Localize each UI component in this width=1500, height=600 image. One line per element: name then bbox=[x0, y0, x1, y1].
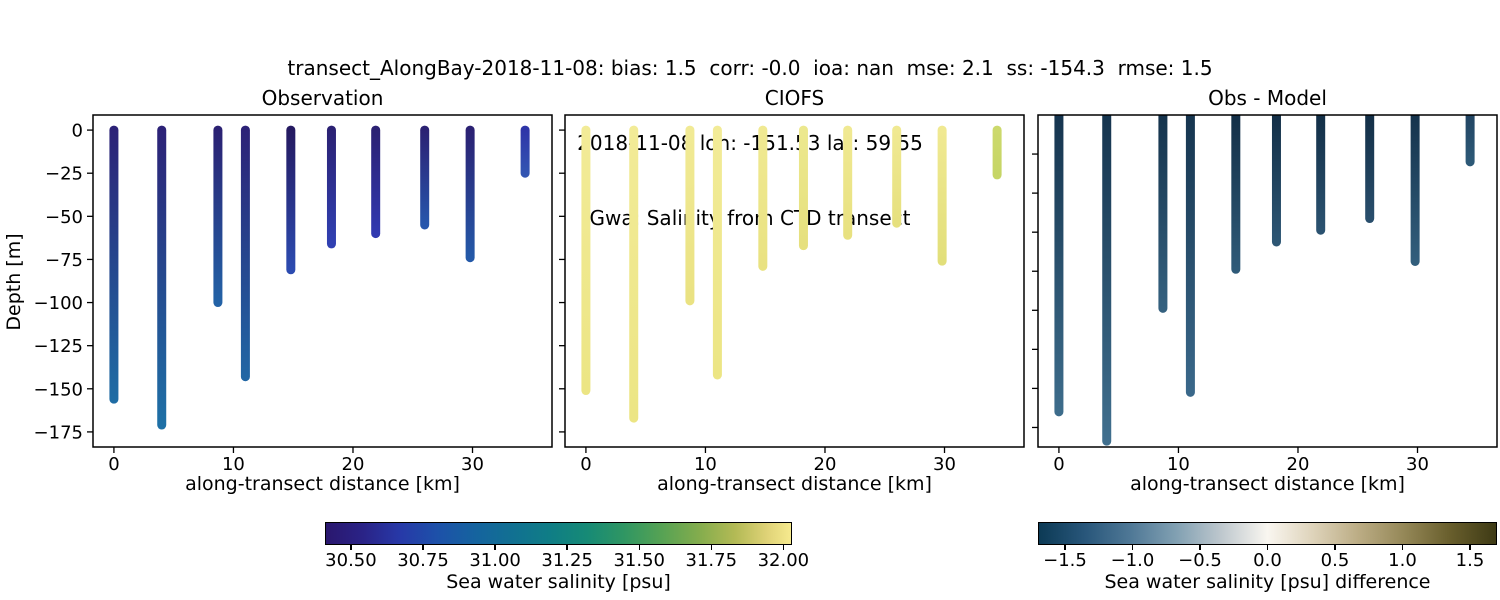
y-tick-label: −125 bbox=[34, 336, 83, 357]
y-tick-label: −50 bbox=[45, 207, 83, 228]
colorbar-tick-label: 31.00 bbox=[469, 550, 521, 571]
axes-ciofs: 0 10 20 30 bbox=[559, 114, 1025, 475]
colorbar-tick bbox=[566, 545, 568, 550]
colorbar-tick bbox=[1401, 545, 1404, 550]
colorbar-tick bbox=[782, 545, 784, 550]
salinity-colorbar bbox=[325, 522, 792, 545]
axes-spines bbox=[1037, 114, 1498, 448]
colorbar-tick bbox=[350, 545, 352, 550]
x-axis-label-ciofs: along-transect distance [km] bbox=[657, 473, 932, 495]
colorbar-tick-label: 0.0 bbox=[1253, 550, 1282, 571]
colorbar-tick-label: −1.0 bbox=[1110, 550, 1155, 571]
colorbar-tick-label: 30.50 bbox=[325, 550, 377, 571]
panel-title-observation: Observation bbox=[261, 86, 384, 110]
x-tick-label: 0 bbox=[1053, 454, 1064, 475]
axes-obs-model: 0 10 20 30 bbox=[1032, 114, 1498, 475]
axes-spines bbox=[564, 114, 1025, 448]
colorbar-tick-label: 31.50 bbox=[613, 550, 665, 571]
x-tick-label: 0 bbox=[108, 454, 119, 475]
x-tick-label: 30 bbox=[933, 454, 956, 475]
ctd-cast-bars bbox=[581, 125, 1002, 423]
x-tick-label: 0 bbox=[580, 454, 591, 475]
figure-title-line-1: transect_AlongBay-2018-11-08: bias: 1.5 … bbox=[287, 56, 1213, 80]
panel-title-obs-model: Obs - Model bbox=[1208, 86, 1327, 110]
y-tick-label: −150 bbox=[34, 379, 83, 400]
x-tick-label: 10 bbox=[222, 454, 245, 475]
x-tick-label: 20 bbox=[342, 454, 365, 475]
colorbar-tick bbox=[1064, 545, 1066, 550]
salinity-difference-colorbar bbox=[1038, 522, 1497, 545]
colorbar-tick bbox=[422, 545, 424, 550]
colorbar-tick bbox=[494, 545, 496, 550]
axes-spines bbox=[92, 114, 553, 448]
y-tick-label: −175 bbox=[34, 422, 83, 443]
salinity-colorbar-label: Sea water salinity [psu] bbox=[446, 571, 671, 593]
colorbar-tick-label: 1.0 bbox=[1388, 550, 1417, 571]
colorbar-tick-label: 30.75 bbox=[397, 550, 449, 571]
ctd-cast-bars bbox=[109, 125, 530, 430]
ctd-cast-bars bbox=[1054, 115, 1475, 446]
colorbar-tick-label: 32.00 bbox=[757, 550, 810, 571]
panel-title-ciofs: CIOFS bbox=[764, 86, 825, 110]
colorbar-tick-label: 1.5 bbox=[1455, 550, 1485, 571]
colorbar-tick bbox=[1131, 545, 1134, 550]
x-tick-label: 30 bbox=[1406, 454, 1429, 475]
y-tick-label: −25 bbox=[45, 164, 83, 185]
x-tick-label: 10 bbox=[694, 454, 717, 475]
colorbar-tick bbox=[710, 545, 712, 550]
colorbar-tick-label: 31.25 bbox=[541, 550, 593, 571]
colorbar-tick bbox=[1469, 545, 1471, 550]
colorbar-tick bbox=[1334, 545, 1336, 550]
axes-observation: 0 10 20 30 0 −25 −50 −75 −100 −125 −150 −175 bbox=[34, 114, 553, 475]
x-axis-label-observation: along-transect distance [km] bbox=[185, 473, 460, 495]
x-tick-label: 20 bbox=[1287, 454, 1310, 475]
y-tick-label: −100 bbox=[34, 293, 83, 314]
colorbar-tick bbox=[1266, 545, 1269, 550]
x-tick-label: 30 bbox=[461, 454, 484, 475]
colorbar-tick bbox=[638, 545, 640, 550]
x-axis-label-obs-model: along-transect distance [km] bbox=[1130, 473, 1405, 495]
colorbar-tick bbox=[1199, 545, 1201, 550]
y-tick-label: −75 bbox=[45, 250, 83, 271]
y-tick-label: 0 bbox=[72, 121, 83, 142]
colorbar-tick-label: 31.75 bbox=[685, 550, 738, 571]
x-tick-label: 20 bbox=[814, 454, 837, 475]
colorbar-tick-label: −1.5 bbox=[1043, 550, 1087, 571]
x-tick-label: 10 bbox=[1167, 454, 1190, 475]
salinity-difference-colorbar-label: Sea water salinity [psu] difference bbox=[1104, 571, 1431, 593]
colorbar-tick-label: −0.5 bbox=[1178, 550, 1222, 571]
colorbar-tick-label: 0.5 bbox=[1320, 550, 1350, 571]
